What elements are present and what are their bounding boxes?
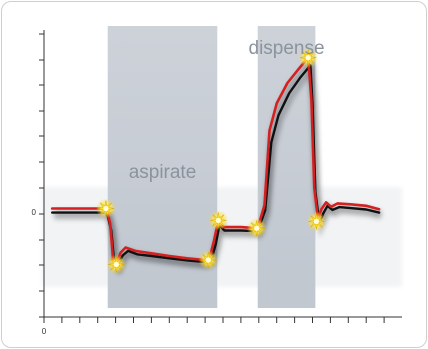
event-marker-1 (106, 254, 127, 275)
labels: aspirate dispense 0 0 (32, 38, 325, 336)
event-marker-6 (306, 211, 327, 232)
x-tick-label-0: 0 (42, 327, 47, 336)
pipette-pressure-chart: aspirate dispense 0 0 (32, 26, 402, 336)
region-label-aspirate: aspirate (129, 162, 197, 183)
event-marker-3 (208, 210, 229, 231)
series-line-red (50, 56, 381, 266)
event-markers (95, 47, 327, 275)
y-tick-label-0: 0 (32, 208, 37, 217)
region-label-dispense: dispense (249, 38, 325, 59)
event-marker-2 (198, 250, 219, 270)
axes (39, 30, 402, 323)
event-marker-5 (298, 47, 319, 68)
event-marker-0 (95, 198, 116, 219)
event-marker-4 (246, 218, 267, 239)
